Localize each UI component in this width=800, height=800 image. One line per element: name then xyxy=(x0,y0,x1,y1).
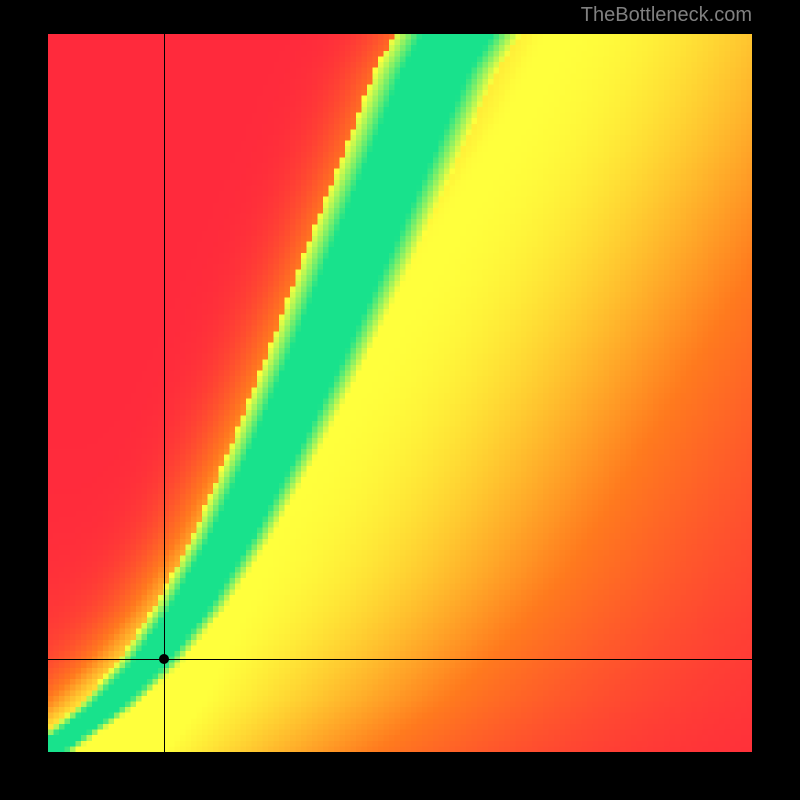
marker-dot xyxy=(159,654,169,664)
watermark-text: TheBottleneck.com xyxy=(581,4,752,27)
crosshair-vertical xyxy=(164,34,165,752)
crosshair-horizontal xyxy=(48,659,752,660)
heatmap-canvas xyxy=(48,34,752,752)
